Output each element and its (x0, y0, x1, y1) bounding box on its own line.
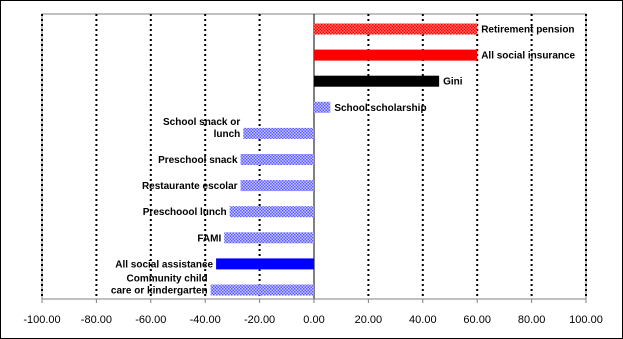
bar (314, 49, 478, 61)
bar-label: School scholarship (334, 103, 426, 114)
x-tick-label: -20.00 (244, 314, 275, 326)
bars (210, 23, 478, 296)
bar (243, 127, 314, 139)
x-tick-labels: -100.00 -80.00 -60.00 -40.00 -20.00 0.00 20.00… (23, 314, 602, 326)
x-tick-label: 80.00 (518, 314, 546, 326)
bar-label: Preschoool lunch (143, 207, 227, 218)
bar (314, 23, 478, 35)
bar-label: Retirement pension (481, 25, 574, 36)
bar (314, 75, 440, 87)
x-tick-label: 20.00 (355, 314, 383, 326)
bar-label: Community child care or kindergarten (111, 274, 208, 297)
x-tick-label: -100.00 (23, 314, 60, 326)
bar (224, 232, 314, 244)
bar (240, 154, 314, 165)
x-tick-label: -60.00 (135, 314, 166, 326)
bar-label: All social insurance (481, 51, 575, 62)
bar (216, 258, 314, 270)
bar-labels: Retirement pension All social insurance Gi… (111, 25, 576, 297)
x-tick-label: -40.00 (190, 314, 221, 326)
bar-label: Preschool snack (158, 155, 238, 166)
bar-label: All social assistance (115, 259, 213, 270)
x-tick-label: 60.00 (463, 314, 491, 326)
x-tick-label: 40.00 (409, 314, 437, 326)
x-tick-label: 0.00 (303, 314, 324, 326)
x-tick-label: 100.00 (569, 314, 603, 326)
bar-label: Gini (443, 77, 463, 88)
bar (229, 206, 314, 218)
x-tick-label: -80.00 (81, 314, 112, 326)
bar (210, 284, 314, 296)
bar (314, 101, 331, 113)
bar-label: School snack or lunch (163, 117, 240, 140)
bar-label: Restaurante escolar (142, 181, 238, 192)
bar (240, 180, 314, 192)
bar-label: FAMI (197, 233, 221, 244)
